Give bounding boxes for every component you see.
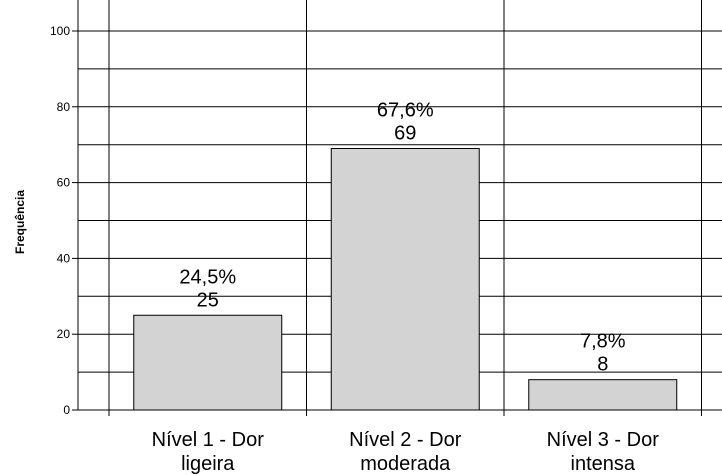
bars: [133, 147, 678, 411]
bar: [133, 314, 283, 411]
x-tick-label: moderada: [360, 453, 451, 475]
bar-value-label: 25: [197, 289, 219, 311]
x-tick-label: intensa: [571, 453, 636, 475]
y-tick-label: 100: [50, 24, 70, 38]
y-tick-label: 40: [57, 251, 71, 265]
y-tick-label: 80: [57, 100, 71, 114]
x-tick-label: ligeira: [181, 453, 235, 475]
y-tick-label: 0: [63, 403, 70, 417]
y-axis-label: Frequência: [13, 190, 27, 254]
bar-value-label: 69: [394, 122, 416, 144]
y-tick-label: 20: [57, 327, 71, 341]
bar: [528, 379, 678, 411]
bar-percent-label: 24,5%: [179, 266, 236, 288]
bar-value-label: 8: [597, 354, 608, 376]
bar-percent-label: 67,6%: [377, 99, 434, 121]
x-tick-label: Nível 3 - Dor: [547, 429, 660, 451]
x-tick-label: Nível 2 - Dor: [349, 429, 462, 451]
x-tick-label: Nível 1 - Dor: [152, 429, 265, 451]
bar: [330, 147, 480, 411]
bar-percent-label: 7,8%: [580, 331, 626, 353]
axes: 0 20 40 60 80 100: [50, 0, 722, 417]
y-tick-label: 60: [57, 176, 71, 190]
